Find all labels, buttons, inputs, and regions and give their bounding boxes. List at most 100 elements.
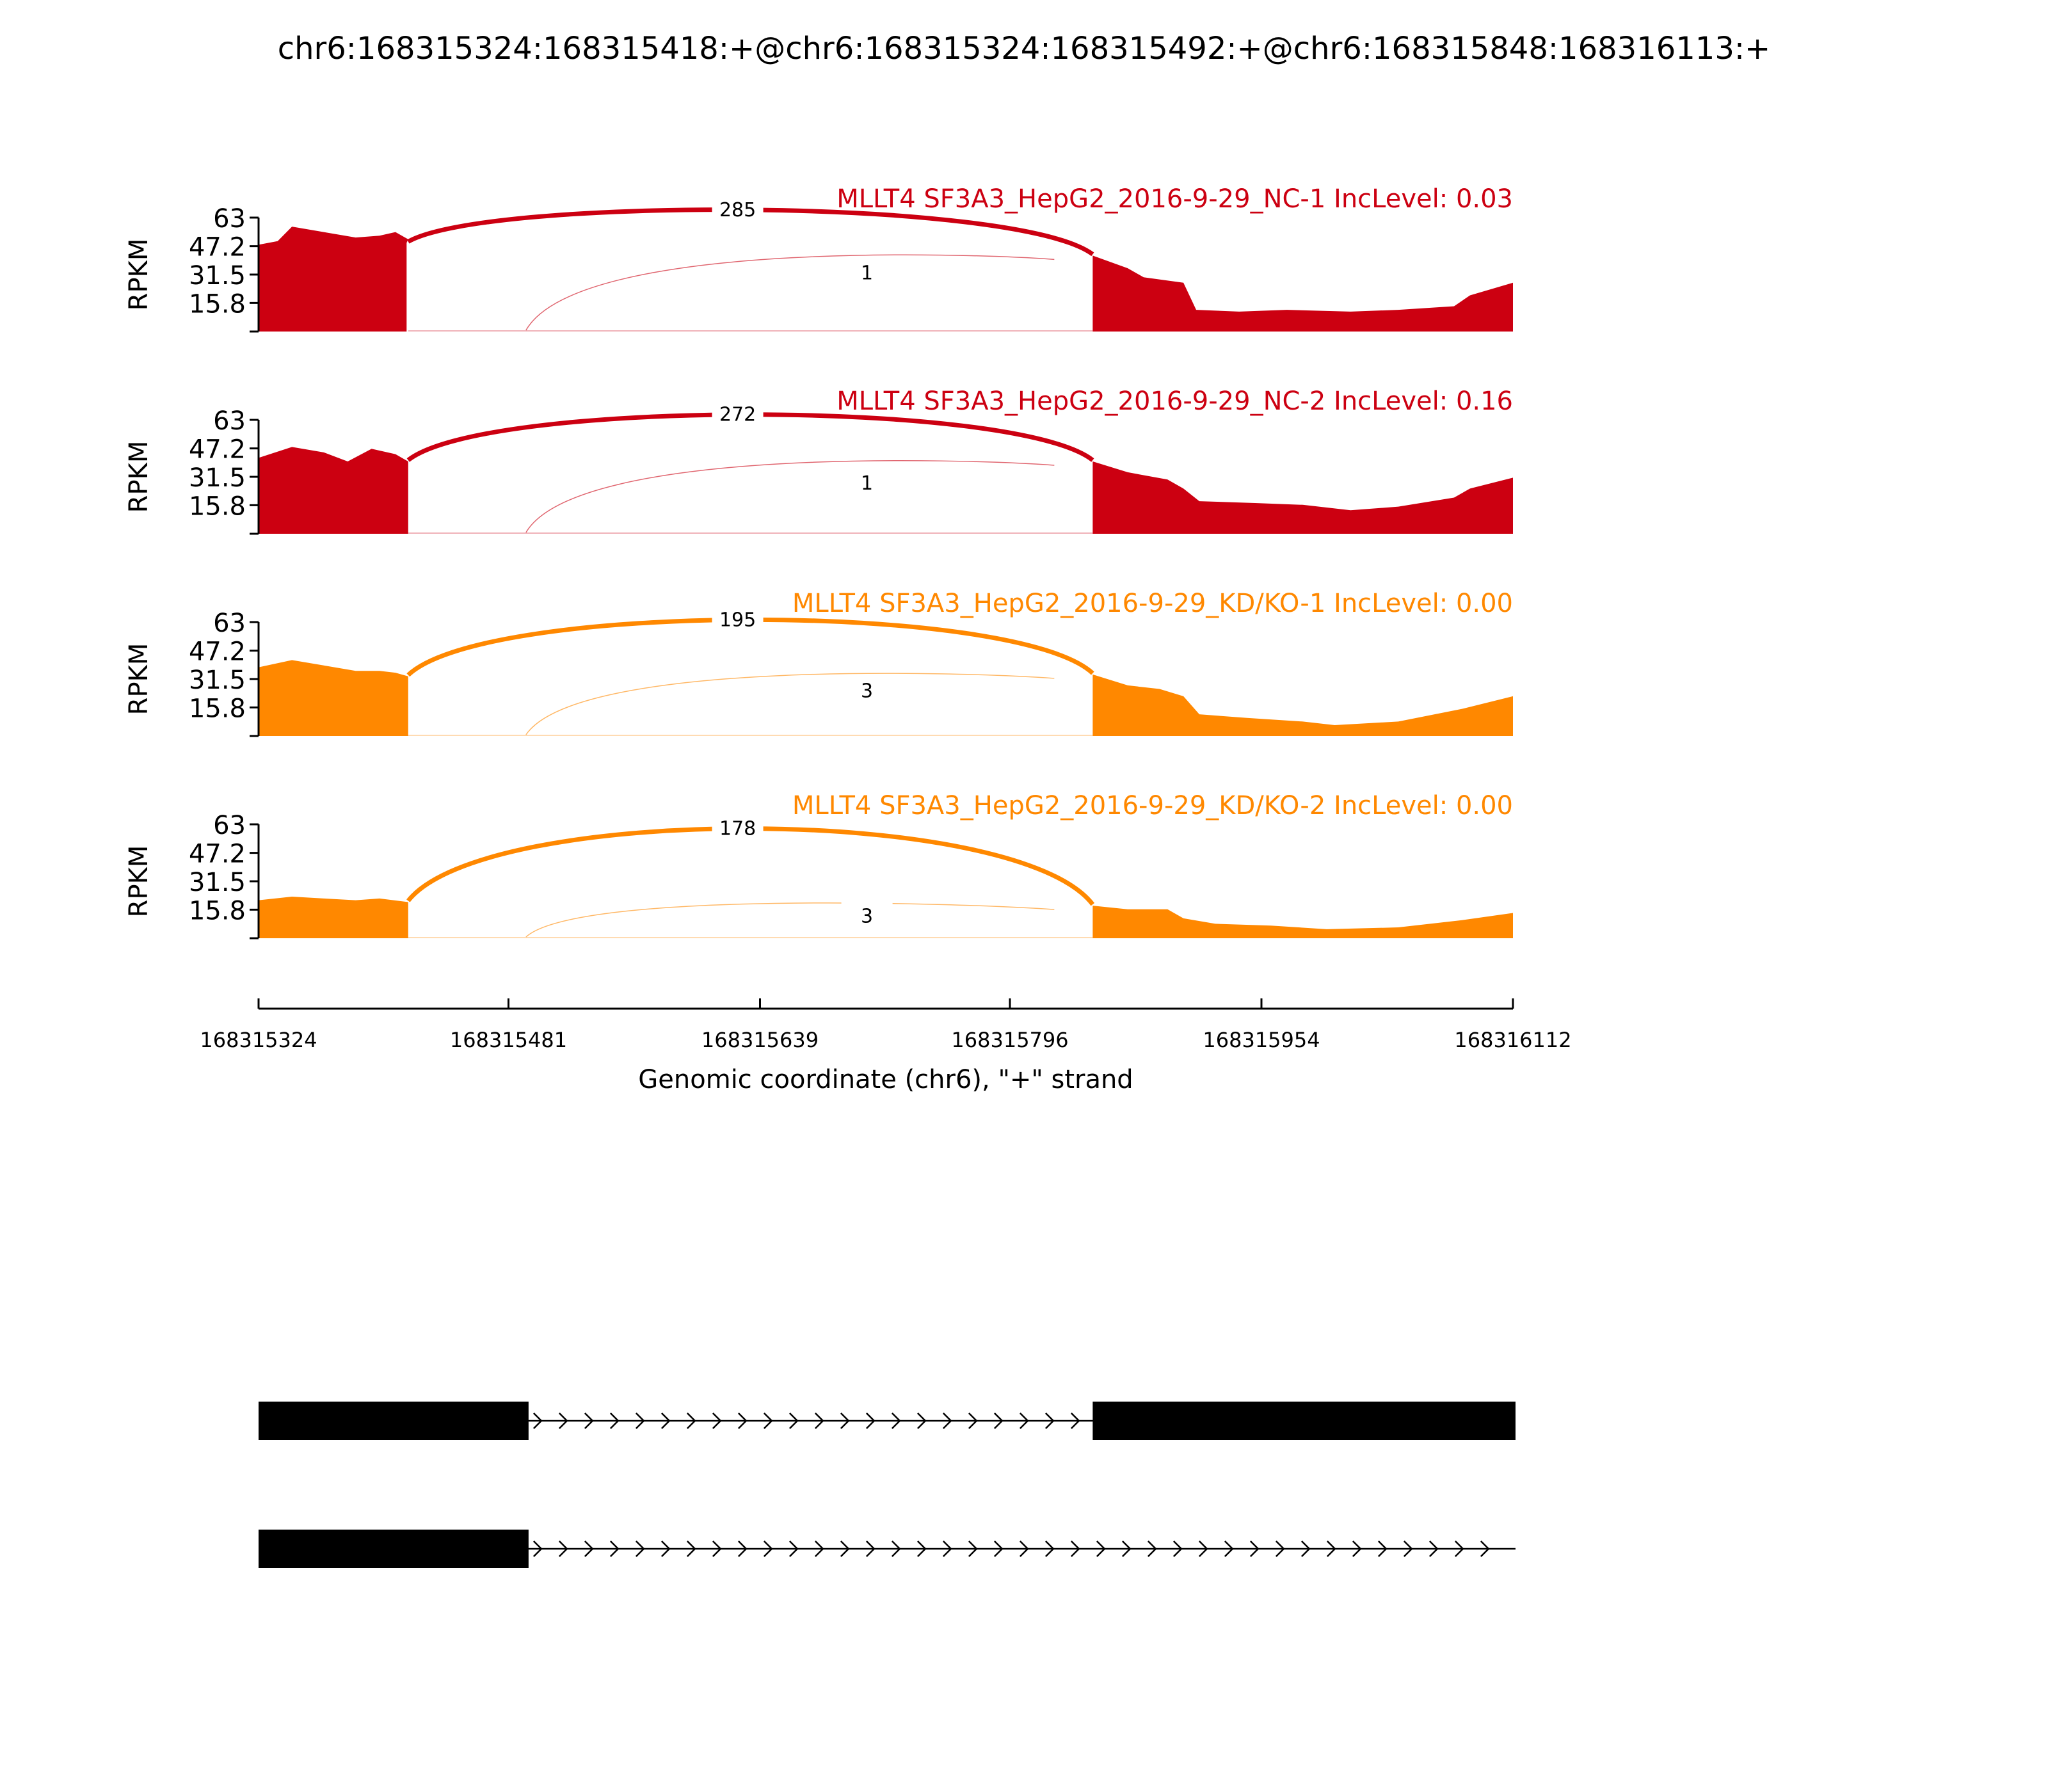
strand-arrow <box>686 1540 696 1557</box>
strand-arrow <box>737 1540 748 1557</box>
coverage-panel: 15.831.547.263 RPKM MLLT4 SF3A3_HepG2_2016… <box>124 184 1513 333</box>
strand-arrow <box>942 1412 952 1429</box>
y-tick-label: 31.5 <box>189 261 246 291</box>
strand-arrow <box>609 1412 620 1429</box>
strand-arrow <box>1326 1540 1336 1557</box>
y-tick-label: 63 <box>213 406 246 436</box>
y-tick-label: 63 <box>213 811 246 840</box>
junction-label-box <box>841 902 893 928</box>
series-label: MLLT4 SF3A3_HepG2_2016-9-29_NC-2 IncLeve… <box>836 387 1513 416</box>
strand-arrow <box>1377 1540 1388 1557</box>
strand-arrow <box>635 1540 645 1557</box>
y-tick-label: 31.5 <box>189 868 246 897</box>
x-tick-group: 168315324 168315481 168315639 168315796 1683… <box>200 998 1572 1052</box>
coverage-area-downstream <box>1092 674 1513 736</box>
junction-count-label: 272 <box>719 404 756 426</box>
strand-arrow <box>788 1412 799 1429</box>
chart-title: chr6:168315324:168315418:+@chr6:16831532… <box>278 31 1771 67</box>
strand-arrow <box>1172 1540 1183 1557</box>
junction-count-label: 1 <box>861 472 873 495</box>
junction-count-label: 1 <box>861 262 873 284</box>
coverage-panel: 15.831.547.263 RPKM MLLT4 SF3A3_HepG2_2016… <box>124 791 1513 940</box>
y-axis-label: RPKM <box>124 845 154 918</box>
junction-label-box <box>712 605 764 632</box>
coverage-area-downstream <box>1092 255 1513 332</box>
y-tick-label: 47.2 <box>189 435 246 465</box>
junction-path <box>525 673 1055 735</box>
strand-arrow <box>712 1412 722 1429</box>
junction-label-box <box>841 676 893 703</box>
strand-arrow <box>558 1540 568 1557</box>
series-label: MLLT4 SF3A3_HepG2_2016-9-29_KD/KO-1 IncL… <box>792 589 1513 618</box>
strand-arrow <box>660 1412 671 1429</box>
coverage-area-upstream <box>259 227 408 332</box>
junction-count-label: 3 <box>861 906 873 928</box>
strand-arrow <box>558 1412 568 1429</box>
strand-arrow <box>1019 1540 1029 1557</box>
exon-block <box>1092 1402 1516 1440</box>
strand-arrow <box>1121 1540 1132 1557</box>
strand-arrow <box>1352 1540 1362 1557</box>
strand-arrow <box>763 1540 773 1557</box>
strand-arrow <box>1198 1540 1208 1557</box>
x-tick-label: 168316112 <box>1454 1028 1571 1052</box>
junction-count-label: 178 <box>719 818 756 840</box>
junction-label-box <box>841 259 893 285</box>
strand-arrow <box>1147 1540 1157 1557</box>
series-label: MLLT4 SF3A3_HepG2_2016-9-29_KD/KO-2 IncL… <box>792 791 1513 820</box>
strand-arrow <box>891 1412 901 1429</box>
y-tick-label: 63 <box>213 204 246 234</box>
strand-arrow <box>1019 1412 1029 1429</box>
strand-arrow <box>532 1540 543 1557</box>
strand-arrow <box>942 1540 952 1557</box>
x-axis: 168315324 168315481 168315639 168315796 1683… <box>200 998 1572 1094</box>
strand-arrow <box>788 1540 799 1557</box>
y-tick-label: 15.8 <box>189 492 246 521</box>
strand-arrow <box>737 1412 748 1429</box>
strand-arrow <box>1044 1540 1055 1557</box>
strand-arrow <box>532 1412 543 1429</box>
y-tick-label: 47.2 <box>189 840 246 869</box>
strand-arrow <box>840 1412 850 1429</box>
junction-label-box <box>712 195 764 221</box>
x-tick-label: 168315796 <box>951 1028 1068 1052</box>
junction-arc: 272 <box>406 400 1094 462</box>
coverage-panel: 15.831.547.263 RPKM MLLT4 SF3A3_HepG2_2016… <box>124 589 1513 737</box>
junction-count-label: 195 <box>719 609 756 631</box>
coverage-area-upstream <box>259 447 408 534</box>
y-tick-label: 31.5 <box>189 463 246 493</box>
coverage-area-upstream <box>259 660 408 736</box>
y-tick-label: 47.2 <box>189 637 246 667</box>
coverage-area-downstream <box>1092 906 1513 938</box>
x-tick-label: 168315324 <box>200 1028 317 1052</box>
coverage-panel: 15.831.547.263 RPKM MLLT4 SF3A3_HepG2_2016… <box>124 387 1513 535</box>
junction-path <box>525 254 1055 331</box>
y-axis-label: RPKM <box>124 643 154 716</box>
y-tick-label: 47.2 <box>189 233 246 262</box>
strand-arrow <box>1300 1540 1311 1557</box>
junction-path <box>525 460 1055 533</box>
junction-count-label: 285 <box>719 199 756 221</box>
strand-arrow <box>916 1540 927 1557</box>
series-label: MLLT4 SF3A3_HepG2_2016-9-29_NC-1 IncLeve… <box>836 184 1513 214</box>
strand-arrow <box>1096 1540 1106 1557</box>
strand-arrow <box>865 1412 876 1429</box>
strand-arrow <box>609 1540 620 1557</box>
isoform-model <box>259 1530 1516 1568</box>
strand-arrow <box>1275 1540 1285 1557</box>
strand-arrow <box>1454 1540 1464 1557</box>
junction-arc: 285 <box>407 195 1094 257</box>
strand-arrow <box>1224 1540 1234 1557</box>
strand-arrow <box>1480 1540 1490 1557</box>
junction-label-box <box>712 400 764 426</box>
x-tick-label: 168315954 <box>1203 1028 1320 1052</box>
strand-arrow <box>1044 1412 1055 1429</box>
strand-arrow <box>1403 1540 1413 1557</box>
isoform-track <box>259 1402 1516 1568</box>
strand-arrow <box>584 1540 594 1557</box>
strand-arrow <box>814 1412 824 1429</box>
coverage-area-downstream <box>1092 461 1513 534</box>
x-axis-label: Genomic coordinate (chr6), "+" strand <box>638 1065 1133 1094</box>
